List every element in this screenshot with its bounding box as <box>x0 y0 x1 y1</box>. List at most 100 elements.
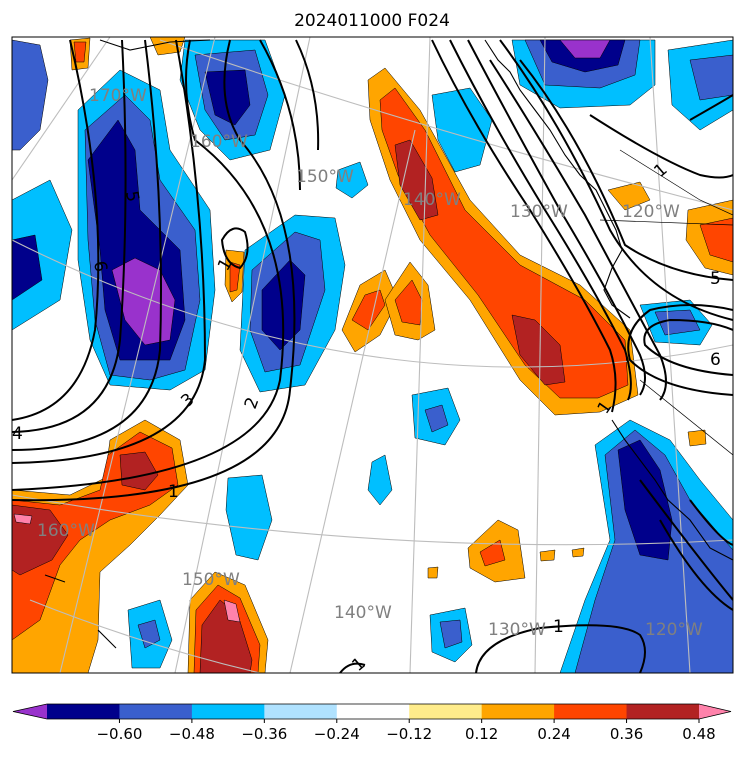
lon-label: 150°W <box>182 570 240 590</box>
contour-label: 1 <box>553 617 564 637</box>
contour-east-low-2 <box>643 318 733 376</box>
lon-label: 120°W <box>622 202 680 222</box>
pos-anomaly-mid-1-core <box>351 289 386 331</box>
colorbar-segment <box>481 704 555 719</box>
map-frame <box>11 36 734 674</box>
contour-left-5 <box>12 39 285 491</box>
contour-east-6 <box>519 59 733 281</box>
colorbar-segment <box>47 704 120 719</box>
contour-east-7 <box>589 114 733 179</box>
colorbar-outline <box>12 703 732 720</box>
lon-label: 140°W <box>403 190 461 210</box>
border-line-1 <box>599 219 733 226</box>
contour-left-1 <box>12 39 100 421</box>
contour-south-east-3 <box>659 519 733 611</box>
contour-east-5 <box>499 39 733 321</box>
contour-south-east-1 <box>639 479 733 601</box>
pos-anomaly-south-pink <box>223 599 241 623</box>
pos-anomaly-east-2-core <box>699 217 733 263</box>
neg-anomaly-northeast-purple <box>559 39 611 59</box>
height-contours <box>12 39 733 673</box>
contour-mid-2 <box>295 39 320 151</box>
contour-south-small <box>339 662 366 673</box>
neg-anomaly-far-left <box>12 39 49 151</box>
contour-east-1 <box>431 39 617 413</box>
contour-label: 1 <box>168 482 179 502</box>
pos-anomaly-dot-1 <box>539 549 556 562</box>
lon-label: 120°W <box>645 620 703 640</box>
contour-east-8 <box>689 94 733 121</box>
map-area: 5 6 1 2 3 4 1 5 6 1 1 1 1 170°W 160°W 15… <box>12 37 733 673</box>
colorbar-segment <box>409 704 483 719</box>
pos-anomaly-band-core-south <box>511 314 566 386</box>
figure-title: 2024011000 F024 <box>294 11 450 31</box>
colorbar-tick-label: −0.12 <box>386 725 432 743</box>
neg-anomaly-north-navy <box>204 69 251 126</box>
contour-loop <box>220 227 249 270</box>
colorbar-segment <box>264 704 338 719</box>
pos-anomaly-dot-2 <box>571 547 585 558</box>
pos-anomaly-band-core-north <box>394 139 439 221</box>
contour-label: 6 <box>710 350 721 370</box>
neg-anomaly-small-2 <box>431 87 493 173</box>
colorbar-tick-label: −0.48 <box>169 725 215 743</box>
colorbar-tick-label: 0.48 <box>682 725 715 743</box>
pos-anomaly-dot-4 <box>687 429 707 447</box>
neg-anomaly-small-3-core <box>424 404 449 433</box>
contour-south <box>475 624 646 673</box>
contour-label: 5 <box>710 269 721 289</box>
colorbar-segment <box>191 704 265 719</box>
colorbar-tick-label: −0.36 <box>241 725 287 743</box>
colorbar-segment <box>626 704 700 719</box>
neg-anomaly-east-small-core <box>654 309 701 336</box>
neg-anomaly-west-purple <box>111 257 176 346</box>
neg-anomaly-small-1 <box>335 161 369 199</box>
contour-label: 4 <box>12 424 23 444</box>
coastline-aleutians <box>44 574 117 649</box>
neg-anomaly-small-7-core <box>439 619 463 649</box>
lon-label: 160°W <box>37 521 95 541</box>
contour-left-6 <box>12 39 296 502</box>
graticule <box>12 37 733 673</box>
neg-anomaly-southeast-navy <box>617 439 673 561</box>
contour-mid-1 <box>259 39 301 191</box>
lon-label: 150°W <box>296 167 354 187</box>
colorbar-segment <box>554 704 628 719</box>
colorbar-tick-label: 0.12 <box>465 725 498 743</box>
lon-label: 130°W <box>488 620 546 640</box>
longitude-label-group: 170°W 160°W 150°W 140°W 130°W 120°W 160°… <box>37 86 703 640</box>
contour-south-east-2 <box>689 499 733 546</box>
neg-anomaly-small-5 <box>225 474 273 561</box>
border-line-2 <box>619 149 733 216</box>
shaded-anomaly-field <box>12 37 733 673</box>
neg-anomaly-small-4 <box>367 454 393 506</box>
pos-anomaly-tiny-1-core <box>229 261 241 293</box>
colorbar-segment <box>119 704 193 719</box>
colorbar: −0.60 −0.48 −0.36 −0.24 −0.12 0.12 0.24 0.36 0.4… <box>12 703 732 743</box>
colorbar-tick-label: 0.36 <box>610 725 643 743</box>
border-line-3 <box>639 379 733 456</box>
colorbar-extend-max <box>699 704 731 719</box>
colorbar-tick-label: 0.24 <box>537 725 570 743</box>
pos-anomaly-dot-3 <box>427 566 439 579</box>
coastline-us-west <box>611 419 733 561</box>
pos-anomaly-sw-pink <box>13 513 33 525</box>
lon-label: 130°W <box>510 202 568 222</box>
pos-anomaly-tiny-2-core <box>73 41 87 63</box>
lon-label: 140°W <box>334 603 392 623</box>
colorbar-tick-label: −0.24 <box>314 725 360 743</box>
neg-anomaly-ne-corner-core <box>689 54 733 101</box>
contour-left-3 <box>12 39 162 451</box>
contour-label: 5 <box>121 189 143 203</box>
contour-left-4 <box>12 39 207 464</box>
contour-east-low-1 <box>627 304 733 396</box>
lon-label: 170°W <box>89 86 147 106</box>
colorbar-tick-label: −0.60 <box>96 725 142 743</box>
contour-east-3 <box>467 39 646 396</box>
lon-label: 160°W <box>190 132 248 152</box>
contour-east-2 <box>449 39 632 401</box>
contour-left-2 <box>12 39 127 433</box>
colorbar-extend-min <box>13 704 47 719</box>
pos-anomaly-east-1 <box>607 181 651 211</box>
